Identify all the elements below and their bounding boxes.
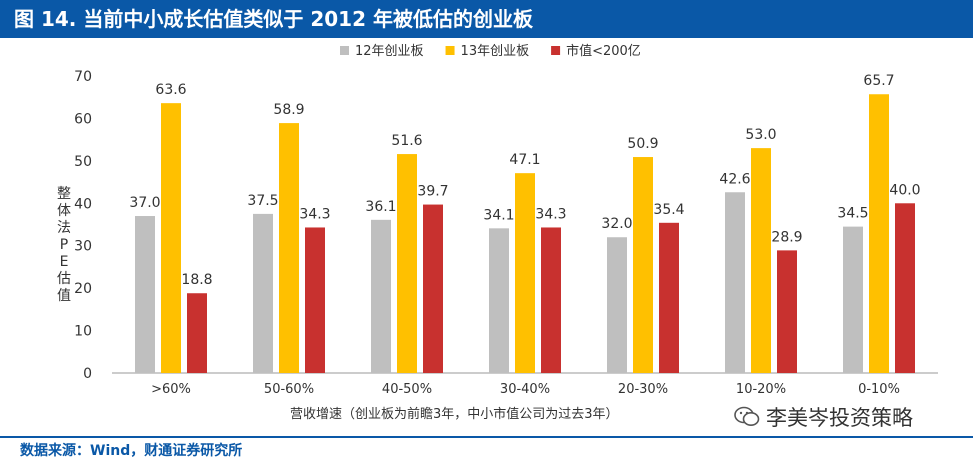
bar — [371, 219, 391, 373]
y-tick-label: 70 — [74, 69, 92, 85]
data-label: 42.6 — [719, 171, 750, 187]
legend-swatch — [551, 46, 561, 55]
source-note: 数据来源：Wind，财通证券研究所 — [20, 443, 243, 459]
y-tick-label: 10 — [74, 324, 92, 340]
legend-label: 13年创业板 — [461, 44, 530, 59]
bar — [253, 213, 273, 373]
y-axis-title: 整体法 P E 估值 — [57, 186, 71, 304]
data-label: 35.4 — [653, 202, 684, 218]
data-label: 18.8 — [181, 272, 212, 288]
data-label: 37.0 — [129, 195, 160, 211]
bar — [305, 227, 325, 373]
data-label: 28.9 — [771, 229, 802, 245]
bar — [607, 237, 627, 373]
data-label: 34.3 — [299, 206, 330, 222]
legend-swatch — [340, 46, 349, 55]
x-tick-label: >60% — [151, 382, 191, 397]
source-divider — [0, 436, 973, 438]
y-tick-label: 0 — [83, 366, 92, 382]
bar — [843, 226, 863, 373]
x-tick-label: 40-50% — [382, 382, 432, 397]
data-label: 53.0 — [745, 127, 776, 143]
data-label: 37.5 — [247, 193, 278, 209]
y-tick-label: 40 — [74, 196, 92, 212]
bar — [725, 192, 745, 373]
bar — [135, 216, 155, 373]
bar — [659, 222, 679, 373]
bar — [279, 123, 299, 374]
y-tick-label: 50 — [74, 154, 92, 170]
legend-swatch — [445, 46, 455, 55]
legend-label: 12年创业板 — [355, 44, 424, 59]
data-label: 63.6 — [155, 82, 186, 98]
bar — [397, 154, 417, 373]
bar — [187, 293, 207, 373]
data-label: 34.5 — [837, 206, 868, 222]
bar — [541, 227, 561, 373]
y-tick-label: 20 — [74, 281, 92, 297]
bar — [633, 157, 653, 373]
x-tick-label: 50-60% — [264, 382, 314, 397]
data-label: 50.9 — [627, 136, 658, 152]
x-tick-label: 20-30% — [618, 382, 668, 397]
x-axis-title: 营收增速（创业板为前瞻3年，中小市值公司为过去3年） — [290, 406, 619, 422]
bar — [869, 94, 889, 373]
bar — [161, 103, 181, 373]
data-label: 40.0 — [889, 182, 920, 198]
watermark-text: 李美岑投资策略 — [766, 406, 913, 430]
y-tick-label: 60 — [74, 111, 92, 127]
data-label: 47.1 — [509, 152, 540, 168]
x-tick-label: 30-40% — [500, 382, 550, 397]
x-tick-label: 0-10% — [858, 382, 900, 397]
bar — [489, 228, 509, 373]
watermark: 李美岑投资策略 — [730, 402, 917, 432]
data-label: 39.7 — [417, 184, 448, 200]
figure-title: 图 14. 当前中小成长估值类似于 2012 年被低估的创业板 — [0, 0, 973, 38]
data-label: 36.1 — [365, 199, 396, 215]
wechat-icon — [734, 406, 760, 426]
bar — [751, 148, 771, 373]
bar — [423, 204, 443, 373]
bar-chart: 12年创业板 13年创业板 市值<200亿 0 10 20 30 40 50 60 70 整体法 P E 估… — [57, 43, 938, 422]
data-label: 32.0 — [601, 216, 632, 232]
x-tick-label: 10-20% — [736, 382, 786, 397]
data-label: 65.7 — [863, 73, 894, 89]
bar — [515, 173, 535, 373]
bar — [895, 203, 915, 373]
legend-label: 市值<200亿 — [566, 43, 641, 59]
bar — [777, 250, 797, 373]
data-label: 34.1 — [483, 207, 514, 223]
data-label: 58.9 — [273, 102, 304, 118]
y-tick-label: 30 — [74, 239, 92, 255]
data-label: 34.3 — [535, 206, 566, 222]
data-label: 51.6 — [391, 133, 422, 149]
